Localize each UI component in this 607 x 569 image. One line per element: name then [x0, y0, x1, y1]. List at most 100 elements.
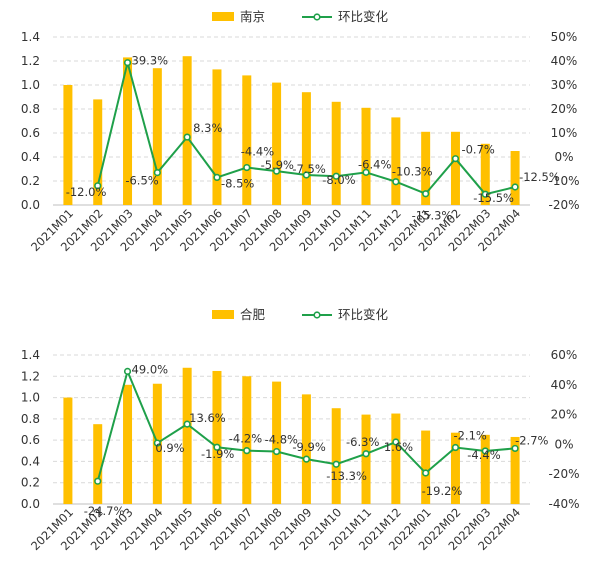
line-data-label: -4.4%: [241, 145, 274, 159]
line-point: [153, 439, 161, 447]
bar: [93, 99, 103, 205]
line-point: [183, 420, 191, 428]
line-point: [94, 477, 102, 485]
chart-2: 0.0 0.2 0.4 0.6 0.8 1.0 1.2 1.4 -40% -20% 0% 20% 40%…: [21, 307, 580, 553]
line-point: [511, 183, 519, 191]
bar: [510, 436, 520, 504]
line-data-label: -24.7%: [84, 504, 125, 518]
legend-bar-swatch: [212, 310, 234, 319]
line-point: [153, 169, 161, 177]
line-point: [481, 190, 489, 198]
y-left-tick-label: 1.0: [21, 391, 40, 405]
chart-1: 0.0 0.2 0.4 0.6 0.8 1.0 1.2 1.4 -20% -10% 0% 10% 20%…: [21, 9, 580, 254]
bar: [63, 397, 73, 504]
line-point: [362, 168, 370, 176]
bar: [450, 432, 460, 504]
line-data-label: -13.3%: [326, 469, 367, 483]
legend-bar-swatch: [212, 12, 234, 21]
y-left-tick-label: 0.0: [21, 497, 40, 511]
line-point: [123, 59, 132, 67]
bar: [421, 131, 431, 205]
line-point: [332, 460, 340, 468]
line-point: [481, 447, 489, 455]
line-data-label: 39.3%: [132, 54, 169, 68]
line-point: [123, 367, 132, 375]
y-left-tick-label: 1.2: [21, 54, 40, 68]
line-point: [362, 450, 370, 458]
line-point: [272, 167, 281, 175]
bar: [391, 117, 401, 205]
line-data-label: 1.6%: [384, 440, 413, 454]
line-data-label: 0.9%: [155, 441, 184, 455]
bar: [182, 56, 192, 206]
line-data-label: -12.0%: [66, 185, 107, 199]
y-right-tick-label: 50%: [551, 30, 578, 44]
y-left-tick-label: 0.2: [21, 174, 40, 188]
line-point: [302, 171, 311, 179]
y-right-tick-label: 0%: [554, 437, 573, 451]
bar: [272, 381, 282, 504]
line-point: [451, 155, 460, 163]
y-left-tick-label: 1.2: [21, 369, 40, 383]
y-left-tick-label: 0.2: [21, 476, 40, 490]
line-point: [183, 133, 191, 141]
y-right-tick-label: 40%: [551, 54, 578, 68]
line-data-label: -4.8%: [265, 433, 298, 447]
line-data-label: -7.5%: [292, 162, 325, 176]
line-data-label: -6.4%: [358, 157, 391, 171]
y-left-tick-label: 1.4: [21, 348, 40, 362]
legend-label: 合肥: [240, 307, 266, 322]
line-point: [302, 455, 311, 463]
line-data-label: 13.6%: [189, 411, 226, 425]
bar: [242, 75, 252, 206]
line-point: [392, 178, 400, 186]
bar: [361, 107, 371, 205]
line-data-label: -8.0%: [322, 173, 355, 187]
line-data-label: -2.1%: [453, 429, 486, 443]
y-right-tick-label: -40%: [548, 497, 579, 511]
y-right-tick-label: 40%: [551, 378, 578, 392]
y-right-tick-label: 0%: [554, 150, 573, 164]
line-data-label: -12.5%: [519, 170, 560, 184]
line-point: [243, 163, 251, 172]
legend-line-marker: [313, 13, 321, 21]
y-left-tick-label: 0.0: [21, 198, 40, 212]
bar: [510, 151, 520, 205]
line-data-label: -9.9%: [292, 440, 325, 454]
line-point: [272, 447, 281, 456]
line-point: [332, 172, 340, 180]
line-point: [213, 173, 221, 181]
bar: [361, 414, 371, 504]
bar: [301, 394, 311, 504]
line-data-label: -1.9%: [201, 447, 234, 461]
bar: [272, 82, 282, 205]
line-data-label: 8.3%: [193, 121, 222, 135]
bar: [212, 69, 222, 206]
bar: [212, 370, 222, 504]
y-left-tick-label: 1.4: [21, 30, 40, 44]
bar: [480, 434, 490, 504]
bar: [421, 430, 431, 504]
line-data-label: -2.7%: [515, 433, 548, 447]
y-left-tick-label: 0.4: [21, 150, 40, 164]
bar: [123, 57, 133, 206]
y-right-tick-label: -20%: [548, 198, 579, 212]
y-right-tick-label: 60%: [551, 348, 578, 362]
line-data-label: -15.5%: [473, 191, 514, 205]
y-left-tick-label: 0.4: [21, 454, 40, 468]
bar: [93, 424, 103, 504]
legend-label: 南京: [240, 9, 265, 24]
line-data-label: -5.9%: [261, 158, 294, 172]
bar: [242, 376, 252, 504]
line-data-label: -19.2%: [422, 484, 463, 498]
y-left-tick-label: 1.0: [21, 78, 40, 92]
line-point: [392, 438, 400, 446]
line-data-label: -4.2%: [229, 432, 262, 446]
line-data-label: -6.3%: [346, 435, 379, 449]
line-data-label: -6.5%: [125, 174, 158, 188]
y-right-tick-label: 30%: [551, 78, 578, 92]
line-data-label: -10.3%: [392, 165, 433, 179]
bar: [480, 143, 490, 205]
legend-label: 环比变化: [338, 9, 389, 24]
